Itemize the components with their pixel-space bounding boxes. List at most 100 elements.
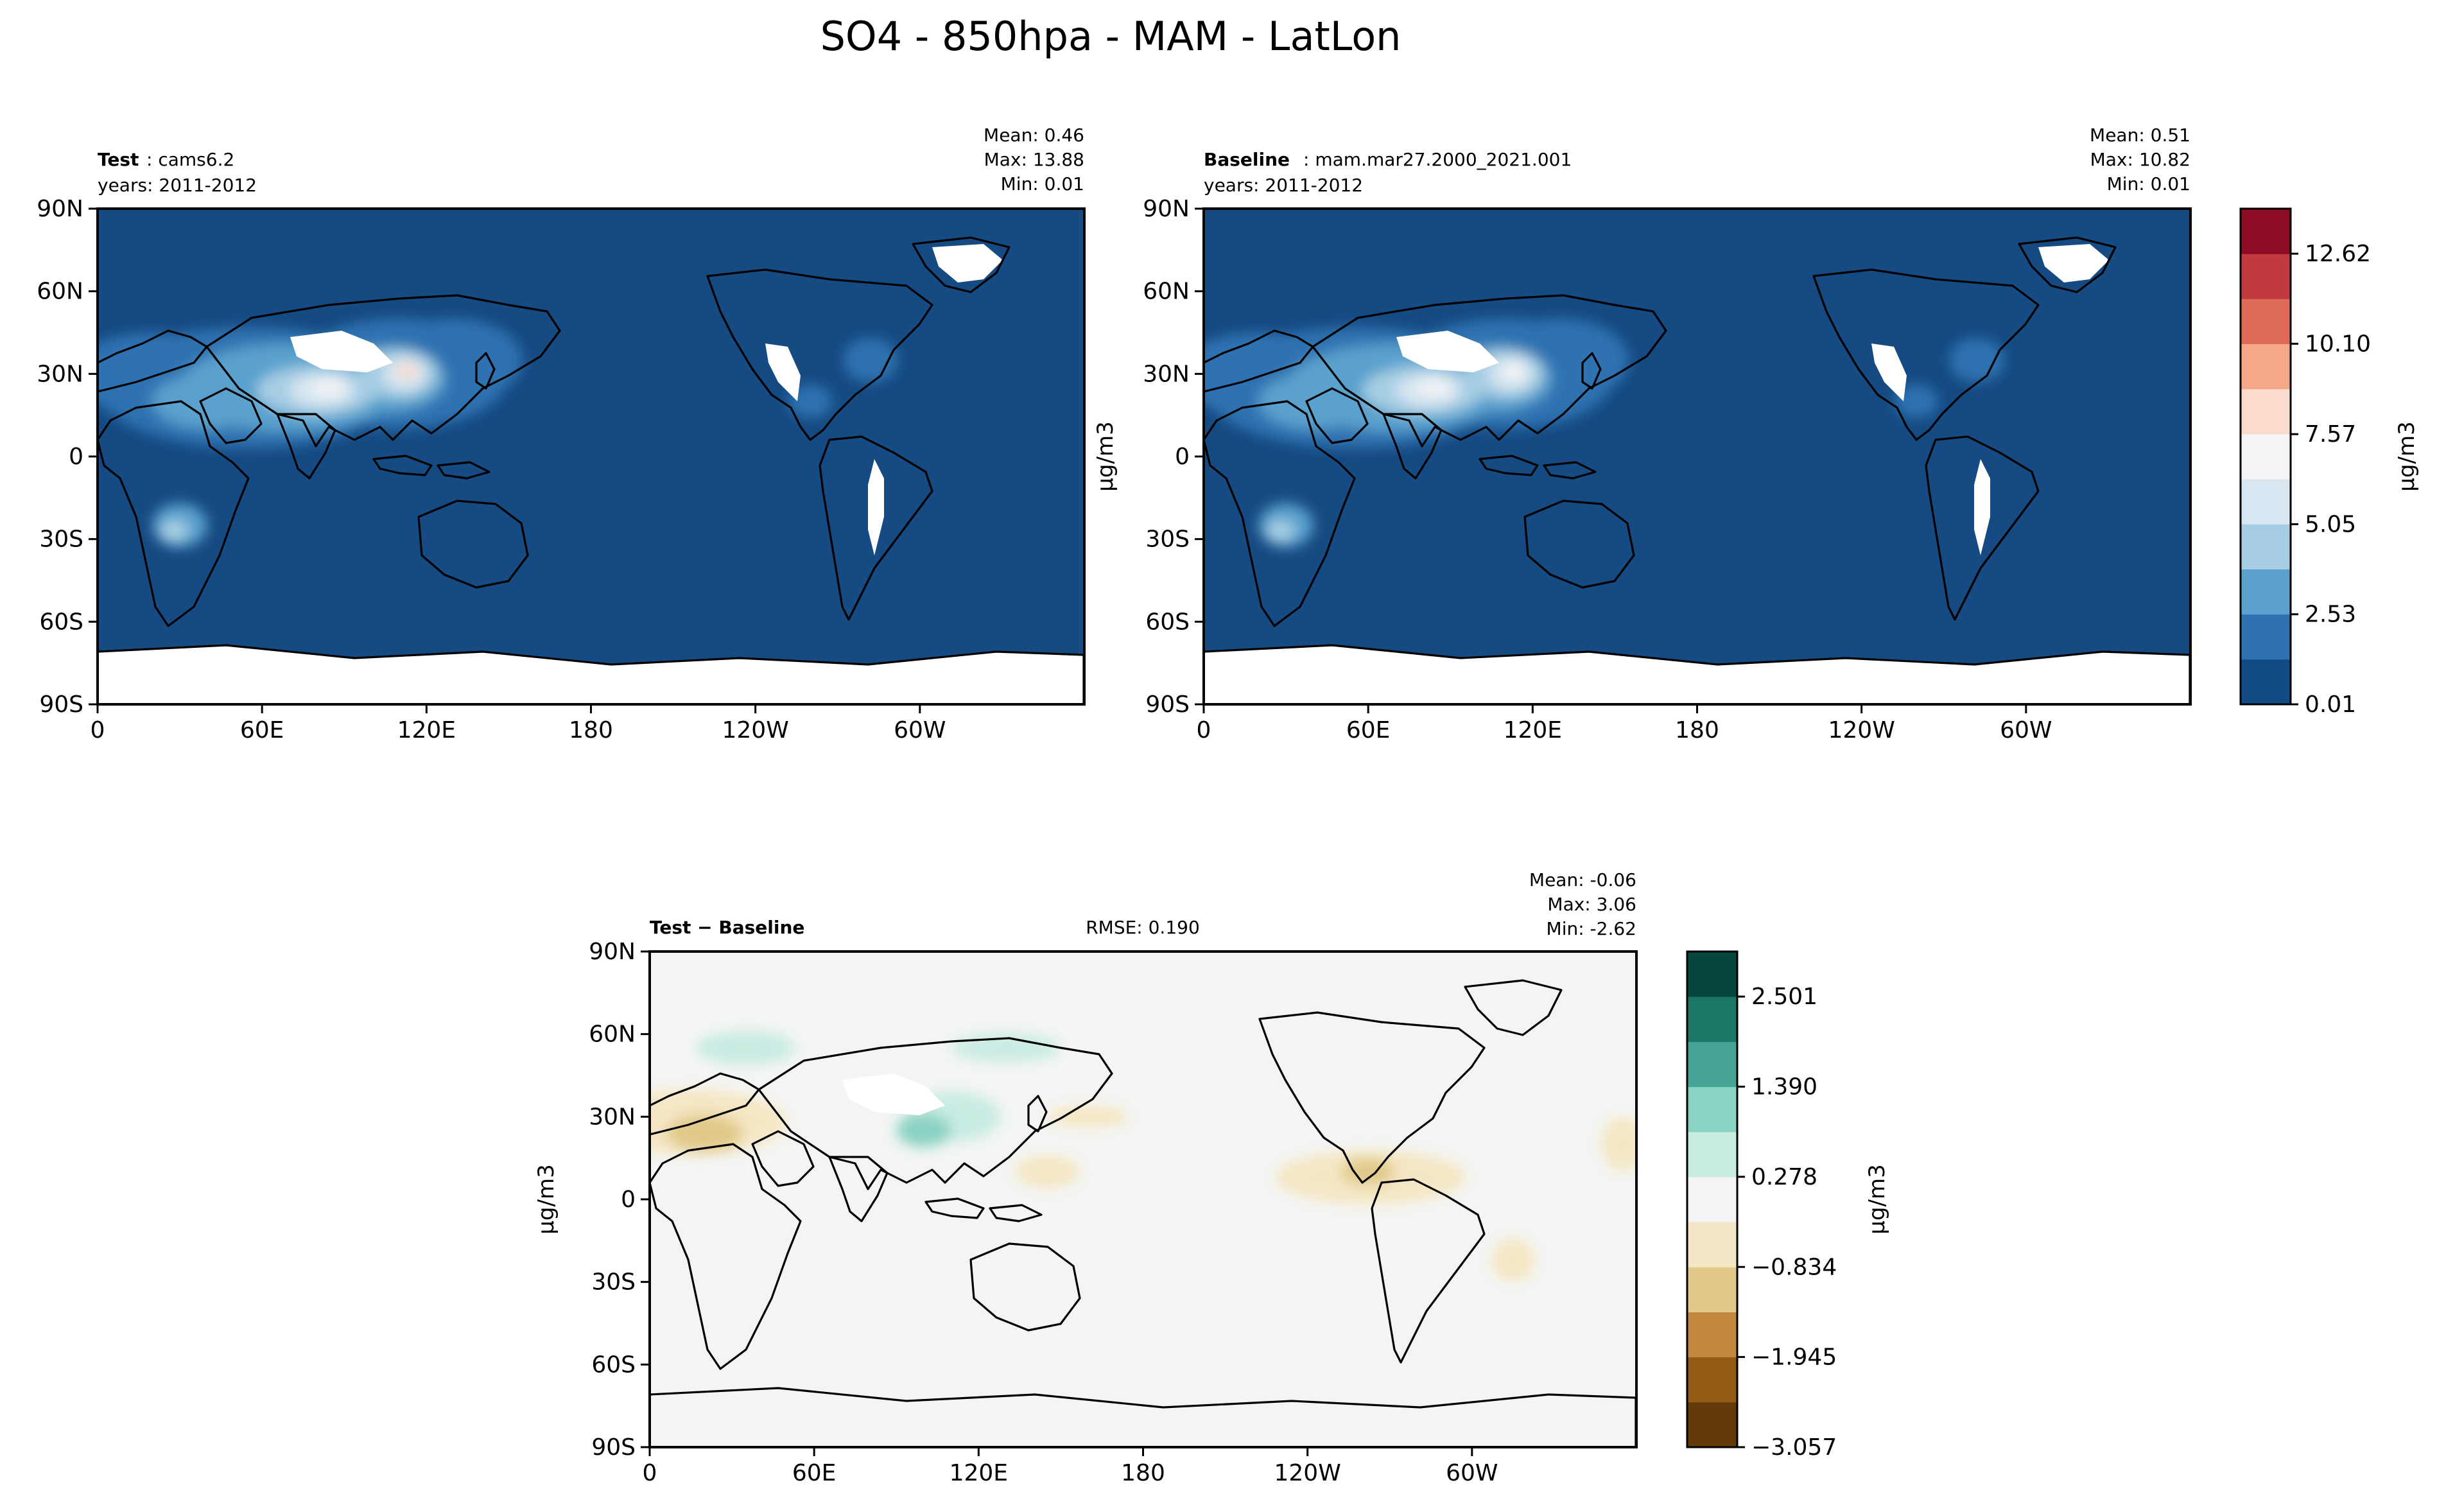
colorbar-tick-label: 2.501 <box>1751 984 1817 1010</box>
colorbar-swatch <box>2241 524 2291 569</box>
figure-title: SO4 - 850hpa - MAM - LatLon <box>820 13 1401 60</box>
ytick-label: 30S <box>39 526 83 553</box>
anomaly-1 <box>666 1114 743 1153</box>
baseline-map <box>1204 209 2190 704</box>
plume-13 <box>1418 379 1451 396</box>
plume-13 <box>311 379 345 396</box>
xtick-label: 60W <box>894 717 946 743</box>
test-axes: 0 60E 120E 180 120W 60W 90N 60N 30N 0 30S 60S 90S <box>37 196 946 743</box>
plume-5 <box>1258 374 1369 430</box>
xtick-label: 60W <box>2000 717 2052 743</box>
colorbar-swatch <box>1687 1131 1737 1177</box>
ytick-label: 90S <box>39 691 83 718</box>
sequential-colorbar-label: μg/m3 <box>2394 421 2420 491</box>
ytick-label: 60S <box>591 1351 636 1378</box>
anomaly-6 <box>1014 1155 1080 1188</box>
test-panel: Test : cams6.2 years: 2011-2012 Mean: 0.… <box>37 125 1086 743</box>
sequential-colorbar: 12.62 10.10 7.57 5.05 2.53 0.01 <box>2239 207 2371 718</box>
test-andes-missing <box>868 459 884 555</box>
baseline-panel: Baseline : mam.mar27.2000_2021.001 years… <box>1093 125 2420 743</box>
ytick-label: 90S <box>1145 691 1190 718</box>
diff-rmse: RMSE: 0.190 <box>1086 917 1200 938</box>
ytick-label: 0 <box>1175 444 1190 470</box>
colorbar-frame <box>1686 950 1739 1448</box>
xtick-label: 60W <box>1446 1460 1498 1486</box>
difference-neutral-field <box>650 952 1636 1447</box>
xtick-label: 0 <box>1197 717 1211 743</box>
plume-15 <box>1949 338 2004 383</box>
xtick-label: 0 <box>643 1460 657 1486</box>
colorbar-tick-label: 5.05 <box>2305 511 2356 537</box>
plume-15 <box>843 338 898 383</box>
diff-stat-min: Min: -2.62 <box>1547 918 1636 939</box>
ytick-label: 0 <box>69 444 83 470</box>
plume-14 <box>1502 363 1525 379</box>
colorbar-tick-label: −0.834 <box>1751 1254 1837 1280</box>
baseline-label-bold: Baseline <box>1204 149 1290 170</box>
diverging-colorbar: 2.501 1.390 0.278 −0.834 −1.945 −3.057 <box>1686 950 1837 1461</box>
ytick-label: 30N <box>1143 361 1190 387</box>
ytick-label: 90N <box>589 939 636 965</box>
test-years: years: 2011-2012 <box>98 175 257 196</box>
colorbar-swatch <box>1687 1222 1737 1267</box>
baseline-ocean-field <box>1204 209 2190 704</box>
difference-panel: Test − Baseline RMSE: 0.190 Mean: -0.06 … <box>533 869 1890 1486</box>
ytick-label: 60N <box>37 279 83 305</box>
xtick-label: 120W <box>1274 1460 1341 1486</box>
ytick-label: 30N <box>589 1104 636 1130</box>
xtick-label: 120W <box>722 717 789 743</box>
test-rockies-missing <box>765 343 801 401</box>
colorbar-swatch <box>2241 479 2291 525</box>
colorbar-tick-label: 1.390 <box>1751 1073 1817 1100</box>
plume-5 <box>152 374 263 430</box>
xtick-label: 60E <box>1346 717 1391 743</box>
colorbar-swatch <box>2241 209 2291 254</box>
xtick-label: 120E <box>1504 717 1562 743</box>
anomaly-10 <box>696 1031 795 1064</box>
test-map <box>98 209 1084 704</box>
colorbar-swatch <box>2241 569 2291 615</box>
test-antarctica <box>98 645 1084 704</box>
baseline-rockies-missing <box>1871 343 1907 401</box>
difference-axes: 0 60E 120E 180 120W 60W 90N 60N 30N 0 30S 60S 90S <box>589 939 1498 1486</box>
colorbar-swatch <box>2241 433 2291 480</box>
colorbar-swatch <box>1687 952 1737 997</box>
plume-16 <box>788 385 833 418</box>
anomaly-7 <box>1047 1106 1130 1128</box>
ytick-label: 90S <box>591 1434 636 1461</box>
plume-12 <box>1267 519 1294 542</box>
colorbar-tick-label: 12.62 <box>2305 241 2371 267</box>
diff-tibet-missing <box>842 1073 945 1115</box>
xtick-label: 120E <box>397 717 456 743</box>
baseline-stat-min: Min: 0.01 <box>2107 173 2190 195</box>
colorbar-swatch <box>2241 614 2291 660</box>
plume-16 <box>1894 385 1939 418</box>
ytick-label: 60N <box>589 1021 636 1048</box>
test-stat-mean: Mean: 0.46 <box>984 125 1084 146</box>
diverging-colorbar-label: μg/m3 <box>1864 1164 1890 1234</box>
colorbar-swatch <box>1687 996 1737 1042</box>
difference-map <box>650 952 1636 1447</box>
test-stat-max: Max: 13.88 <box>984 149 1084 170</box>
ytick-label: 90N <box>1143 196 1190 222</box>
baseline-greenland-missing <box>2038 244 2109 282</box>
anomaly-8 <box>1491 1238 1536 1282</box>
colorbar-swatch <box>1687 1086 1737 1133</box>
plume-14 <box>396 363 419 379</box>
anomaly-11 <box>951 1034 1061 1062</box>
colorbar-frame <box>2239 207 2292 706</box>
diff-label-bold: Test − Baseline <box>650 917 804 938</box>
colorbar-tick-label: 10.10 <box>2305 331 2371 357</box>
ytick-label: 30N <box>37 361 83 387</box>
diff-stat-mean: Mean: -0.06 <box>1529 869 1636 891</box>
diff-stat-max: Max: 3.06 <box>1547 894 1636 915</box>
ytick-label: 60S <box>1145 609 1190 635</box>
colorbar-swatch <box>2241 254 2291 299</box>
difference-ylabel: μg/m3 <box>533 1164 559 1234</box>
xtick-label: 180 <box>1675 717 1719 743</box>
anomaly-9 <box>1600 1117 1636 1172</box>
colorbar-swatch <box>1687 1357 1737 1403</box>
colorbar-tick-label: −3.057 <box>1751 1434 1837 1461</box>
colorbar-swatch <box>1687 1267 1737 1312</box>
baseline-axes: 0 60E 120E 180 120W 60W 90N 60N 30N 0 30S 60S 90S <box>1143 196 2052 743</box>
